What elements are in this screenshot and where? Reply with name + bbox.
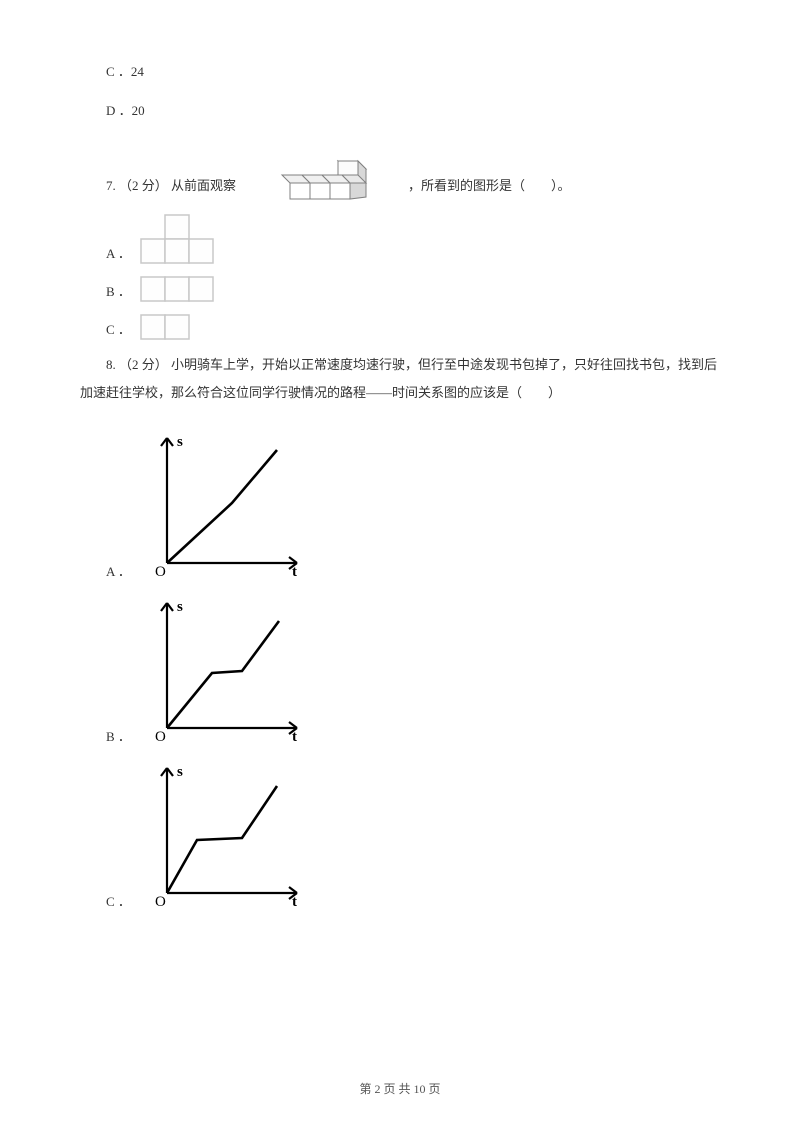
option-c-prev: C ．24 (80, 60, 720, 83)
q7-b-label: B ． (106, 282, 131, 303)
svg-text:O: O (155, 564, 166, 580)
svg-text:O: O (155, 729, 166, 745)
q7-a-label: A ． (106, 244, 131, 265)
q7-c-figure (137, 313, 197, 341)
q8-option-c: C ． O s t (106, 758, 720, 913)
q8-option-a: A ． O s t (106, 428, 720, 583)
q7-suffix: ，所看到的图形是（ ）。 (382, 172, 571, 201)
q7-option-b: B ． (106, 275, 720, 303)
svg-text:t: t (292, 564, 297, 580)
q8-a-label: A ． (106, 562, 131, 583)
q8-b-label: B ． (106, 727, 131, 748)
question-7: 7. （2 分） 从前面观察 (80, 159, 720, 201)
q8-graph-b: O s t (137, 593, 317, 748)
svg-text:t: t (292, 729, 297, 745)
q7-prefix: 7. （2 分） 从前面观察 (80, 172, 236, 201)
q7-option-a: A ． (106, 213, 720, 265)
q8-graph-c: O s t (137, 758, 317, 913)
option-d-prev: D ．20 (80, 99, 720, 122)
svg-text:O: O (155, 894, 166, 910)
cube-figure (242, 159, 376, 201)
question-8: 8. （2 分） 小明骑车上学，开始以正常速度均速行驶，但行至中途发现书包掉了，… (80, 351, 720, 408)
q7-b-figure (137, 275, 227, 303)
svg-text:s: s (177, 434, 183, 450)
q7-c-label: C ． (106, 320, 131, 341)
q7-option-c: C ． (106, 313, 720, 341)
q8-c-label: C ． (106, 892, 131, 913)
q7-a-figure (137, 213, 227, 265)
page-footer: 第 2 页 共 10 页 (0, 1080, 800, 1097)
q8-graph-a: O s t (137, 428, 317, 583)
svg-text:s: s (177, 599, 183, 615)
svg-text:t: t (292, 894, 297, 910)
svg-text:s: s (177, 764, 183, 780)
q8-option-b: B ． O s t (106, 593, 720, 748)
